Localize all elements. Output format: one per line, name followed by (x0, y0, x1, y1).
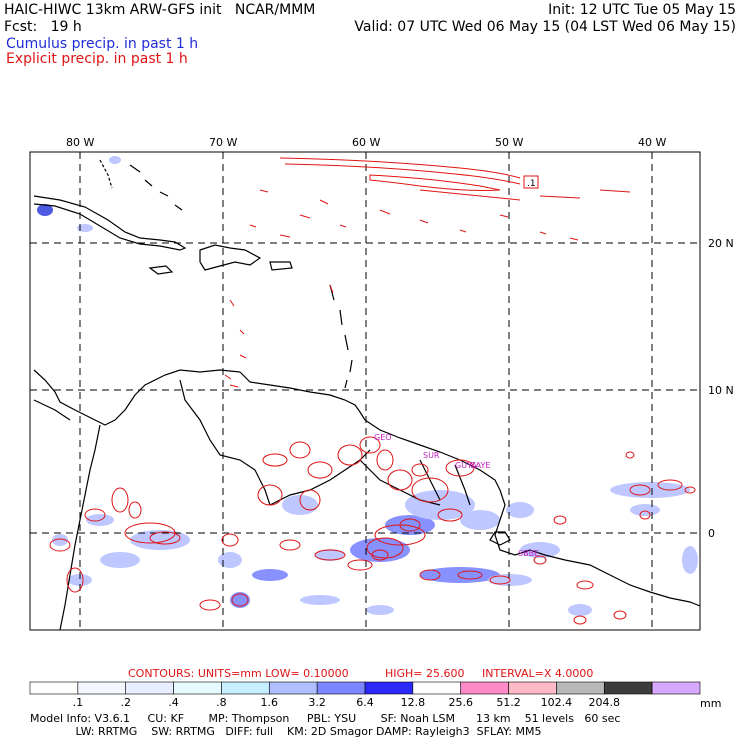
lon-label: 50 W (495, 136, 523, 149)
contour-box-label: .1 (527, 179, 536, 189)
colorbar-tick: 3.2 (308, 696, 326, 709)
longitude-labels: 80 W 70 W 60 W 50 W 40 W (66, 136, 666, 149)
colorbar-tick: .1 (73, 696, 84, 709)
lon-label: 40 W (638, 136, 666, 149)
colorbar-swatch (651, 681, 701, 695)
forecast-hour: Fcst: 19 h (4, 19, 82, 35)
colorbar-tick: .2 (120, 696, 131, 709)
colorbar-swatch (412, 681, 462, 695)
colorbar-swatch (173, 681, 222, 695)
lon-label: 80 W (66, 136, 94, 149)
lat-label: 0 (708, 527, 715, 540)
station-label: GUYA (455, 461, 477, 470)
colorbar-units: mm (700, 697, 721, 710)
colorbar-swatch (556, 681, 605, 695)
lat-label: 20 N (708, 237, 734, 250)
colorbar-tick: 204.8 (589, 696, 621, 709)
colorbar-swatch (29, 681, 79, 695)
lon-label: 70 W (209, 136, 237, 149)
contours-high: HIGH= 25.600 (385, 667, 465, 680)
colorbar-swatch (508, 681, 557, 695)
lat-label: 10 N (708, 384, 734, 397)
colorbar-swatch (77, 681, 127, 695)
contours-interval: INTERVAL=X 4.0000 (482, 667, 593, 680)
colorbar-tick: .4 (168, 696, 179, 709)
colorbar-swatch (364, 681, 414, 695)
model-info-line2: LW: RRTMG SW: RRTMG DIFF: full KM: 2D Sm… (30, 725, 542, 738)
colorbar-tick: .8 (216, 696, 227, 709)
model-info-line1: Model Info: V3.6.1 CU: KF MP: Thompson P… (30, 712, 621, 725)
contour-label-box (523, 175, 539, 189)
plot-title: HAIC-HIWC 13km ARW-GFS init NCAR/MMM (4, 2, 316, 18)
explicit-precip-contours (49, 157, 696, 625)
latitude-labels: 20 N 10 N 0 (708, 237, 734, 540)
colorbar-tick: 102.4 (541, 696, 573, 709)
station-label: SBBE (518, 549, 539, 558)
colorbar-tick-labels: .1 .2 .4 .8 1.6 3.2 6.4 12.8 25.6 51.2 102.4 204.8 (73, 696, 620, 709)
valid-time: Valid: 07 UTC Wed 06 May 15 (04 LST Wed … (354, 19, 736, 35)
colorbar-swatch (125, 681, 174, 695)
init-time: Init: 12 UTC Tue 05 May 15 (548, 2, 736, 18)
station-label: SUR (423, 451, 440, 460)
colorbar-swatch (221, 681, 270, 695)
lon-label: 60 W (352, 136, 380, 149)
cumulus-legend: Cumulus precip. in past 1 h (6, 36, 199, 52)
lat-lon-grid (30, 152, 700, 630)
colorbar-tick: 6.4 (356, 696, 374, 709)
colorbar-swatch (268, 681, 318, 695)
colorbar-swatch (603, 681, 653, 695)
colorbar-tick: 12.8 (401, 696, 426, 709)
colorbar-tick: 1.6 (261, 696, 279, 709)
colorbar-swatch (460, 681, 509, 695)
colorbar-tick: 51.2 (496, 696, 521, 709)
station-label: GEO (374, 433, 392, 442)
station-label: CAYE (470, 461, 490, 470)
explicit-legend: Explicit precip. in past 1 h (6, 51, 188, 67)
colorbar-tick: 25.6 (448, 696, 473, 709)
colorbar-swatch (316, 681, 366, 695)
contours-units: CONTOURS: UNITS=mm LOW= 0.10000 (128, 667, 349, 680)
contour-info-line: CONTOURS: UNITS=mm LOW= 0.10000 HIGH= 25… (128, 667, 593, 680)
colorbar (29, 681, 701, 695)
